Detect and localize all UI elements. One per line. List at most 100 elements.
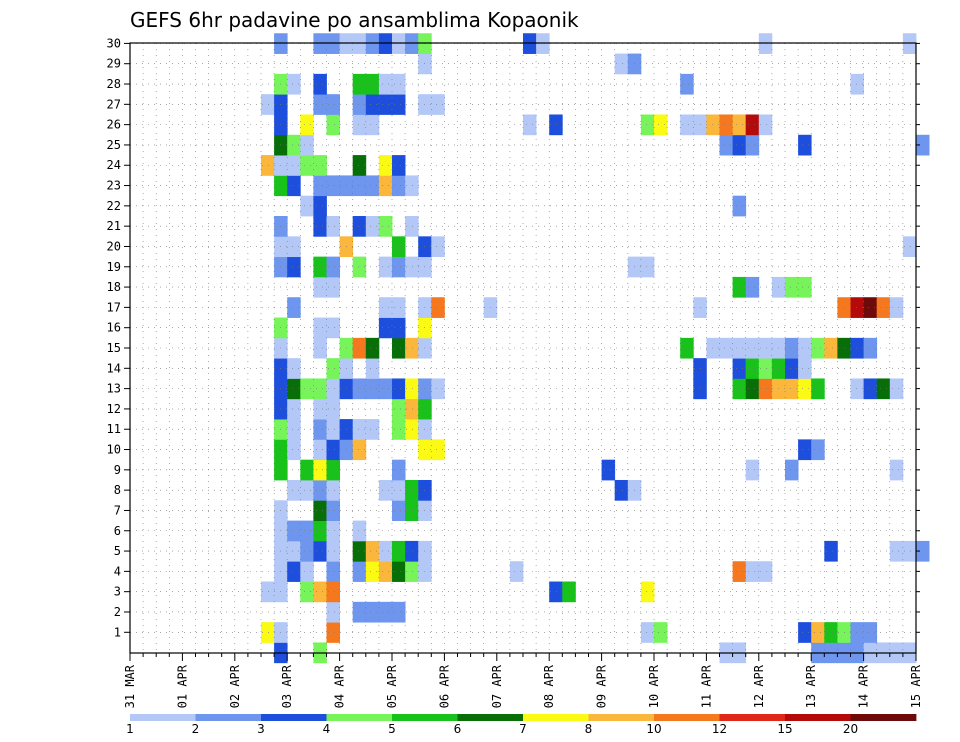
heatmap-cell — [287, 134, 301, 156]
heatmap-cell — [850, 73, 864, 95]
heatmap-cell — [326, 419, 340, 440]
y-tick-label: 17 — [107, 300, 121, 314]
heatmap-cell — [326, 94, 340, 115]
heatmap-cell — [365, 378, 380, 400]
heatmap-cell — [902, 236, 917, 258]
y-tick-label: 28 — [107, 77, 121, 91]
heatmap-cell — [365, 337, 380, 359]
heatmap-cell — [405, 337, 419, 359]
legend-label: 7 — [519, 722, 527, 736]
heatmap-cell — [287, 561, 301, 582]
x-tick-label: 02 APR — [228, 664, 242, 708]
heatmap-cell — [326, 540, 340, 562]
heatmap-cell — [313, 216, 327, 237]
legend-label: 12 — [712, 722, 727, 736]
y-axis: 1234567891011121314151617181920212223242… — [107, 36, 920, 639]
heatmap-cell — [392, 297, 406, 318]
heatmap-cell — [313, 419, 327, 440]
heatmap-cell — [719, 134, 733, 156]
heatmap-cell — [352, 337, 367, 359]
heatmap-cell — [758, 378, 773, 400]
heatmap-cell — [654, 622, 668, 643]
legend-swatch — [654, 714, 720, 721]
heatmap-cell — [300, 540, 314, 562]
heatmap-cell — [261, 622, 275, 643]
heatmap-cell — [745, 358, 760, 379]
heatmap-cell — [352, 540, 367, 562]
heatmap-cell — [378, 561, 393, 582]
heatmap-cell — [378, 256, 393, 278]
heatmap-cell — [902, 540, 917, 562]
heatmap-cell — [326, 520, 340, 542]
heatmap-cell — [811, 378, 825, 400]
x-tick-label: 01 APR — [175, 664, 189, 708]
x-tick-label: 31 MAR — [123, 664, 137, 708]
heatmap-cell — [392, 73, 406, 95]
heatmap-cell — [326, 601, 340, 623]
heatmap-cell — [287, 378, 301, 400]
heatmap-cell — [392, 561, 406, 582]
heatmap-cell — [326, 479, 340, 501]
heatmap-cell — [392, 459, 406, 481]
heatmap-cell — [824, 540, 838, 562]
heatmap-cell — [352, 439, 367, 461]
heatmap-cell — [640, 622, 655, 643]
heatmap-cell — [536, 33, 550, 54]
x-tick-label: 06 APR — [437, 664, 451, 708]
heatmap-cell — [640, 256, 655, 278]
heatmap-cell — [431, 297, 445, 318]
heatmap-cell — [326, 175, 340, 197]
y-tick-label: 25 — [107, 138, 121, 152]
y-tick-label: 1 — [114, 625, 121, 639]
heatmap-cell — [706, 337, 720, 359]
heatmap-cell — [732, 276, 747, 298]
y-tick-label: 23 — [107, 179, 121, 193]
heatmap-cell — [549, 114, 563, 136]
heatmap-cell — [824, 337, 838, 359]
legend-swatch — [326, 714, 393, 721]
legend-swatch — [588, 714, 655, 721]
legend-label: 6 — [454, 722, 462, 736]
legend-label: 20 — [843, 722, 858, 736]
heatmap-cell — [313, 398, 327, 420]
heatmap-cell — [863, 378, 878, 400]
heatmap-cell — [326, 459, 340, 481]
heatmap-cell — [287, 439, 301, 461]
heatmap-cell — [326, 33, 340, 54]
heatmap-cell — [365, 561, 380, 582]
heatmap-cell — [785, 378, 799, 400]
heatmap-cell — [300, 114, 314, 136]
heatmap-cell — [392, 175, 406, 197]
heatmap-cell — [365, 33, 380, 54]
heatmap-cell — [313, 73, 327, 95]
heatmap-cell — [706, 114, 720, 136]
heatmap-cell — [378, 216, 393, 237]
heatmap-cell — [431, 94, 445, 115]
heatmap-cell — [745, 378, 760, 400]
heatmap-cell — [850, 378, 864, 400]
heatmap-cell — [365, 358, 380, 379]
heatmap-cell — [392, 540, 406, 562]
heatmap-cell — [326, 398, 340, 420]
y-tick-label: 5 — [114, 544, 121, 558]
heatmap-cell — [758, 561, 773, 582]
heatmap-cell — [614, 53, 629, 75]
x-tick-label: 13 APR — [804, 664, 818, 708]
heatmap-cell — [313, 581, 327, 603]
heatmap-cell — [287, 297, 301, 318]
heatmap-cell — [405, 175, 419, 197]
heatmap-cell — [732, 195, 747, 217]
x-tick-label: 07 APR — [490, 664, 504, 708]
heatmap-cell — [745, 337, 760, 359]
heatmap-cell — [758, 33, 773, 54]
heatmap-cell — [313, 500, 327, 522]
heatmap-cell — [287, 540, 301, 562]
y-tick-label: 19 — [107, 260, 121, 274]
x-tick-label: 10 APR — [647, 664, 661, 708]
y-tick-label: 6 — [114, 524, 121, 538]
legend-label: 5 — [388, 722, 396, 736]
heatmap-cell — [732, 561, 747, 582]
heatmap-cell — [326, 439, 340, 461]
heatmap-cell — [365, 419, 380, 440]
heatmap-cell — [326, 358, 340, 379]
